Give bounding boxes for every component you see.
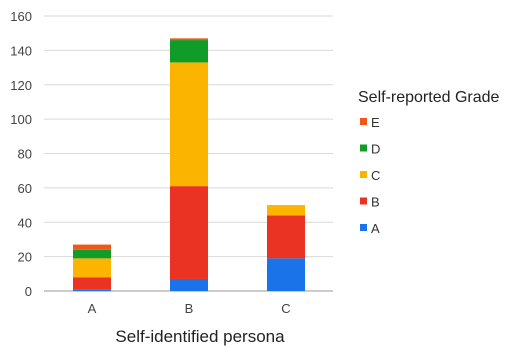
y-axis-ticks: 0 20 40 60 80 100 120 140 160	[10, 9, 32, 299]
legend-swatch	[360, 118, 367, 125]
bar-segment-b-grade-b	[170, 186, 208, 279]
y-tick-label: 20	[18, 250, 32, 265]
bar-segment-b-grade-c	[170, 62, 208, 187]
bar-segment-c-grade-b	[267, 215, 305, 259]
legend-label: D	[371, 142, 380, 157]
legend-swatch	[360, 224, 367, 231]
legend-swatch	[360, 171, 367, 178]
y-tick-label: 160	[10, 9, 32, 24]
bar-segment-a-grade-b	[73, 277, 111, 290]
y-tick-label: 40	[18, 215, 32, 230]
y-tick-label: 60	[18, 181, 32, 196]
legend-label: A	[371, 221, 380, 236]
bar-segment-c-grade-c	[267, 205, 305, 216]
bar-segment-b-grade-d	[170, 40, 208, 63]
bar-segment-b-grade-a	[170, 278, 208, 291]
legend-label: C	[371, 168, 380, 183]
x-axis-ticks: A B C	[88, 301, 291, 316]
legend-swatch	[360, 144, 367, 152]
y-tick-label: 100	[10, 112, 32, 127]
y-tick-label: 80	[18, 147, 32, 162]
legend-label: E	[371, 115, 380, 130]
legend-label: B	[371, 195, 380, 210]
x-tick-label: C	[281, 301, 290, 316]
bar-segment-a-grade-a	[73, 289, 111, 291]
legend-title: Self-reported Grade	[358, 89, 500, 106]
bars	[73, 38, 305, 291]
bar-segment-c-grade-a	[267, 258, 305, 291]
x-tick-label: A	[88, 301, 97, 316]
legend-swatch	[360, 197, 367, 205]
bar-segment-a-grade-c	[73, 258, 111, 278]
bar-segment-a-grade-d	[73, 249, 111, 259]
bar-segment-b-grade-e	[170, 38, 208, 41]
y-tick-label: 120	[10, 78, 32, 93]
y-tick-label: 0	[25, 284, 32, 299]
x-axis-label: Self-identified persona	[115, 327, 285, 346]
y-tick-label: 140	[10, 43, 32, 58]
x-tick-label: B	[185, 301, 194, 316]
bar-segment-a-grade-e	[73, 244, 111, 250]
